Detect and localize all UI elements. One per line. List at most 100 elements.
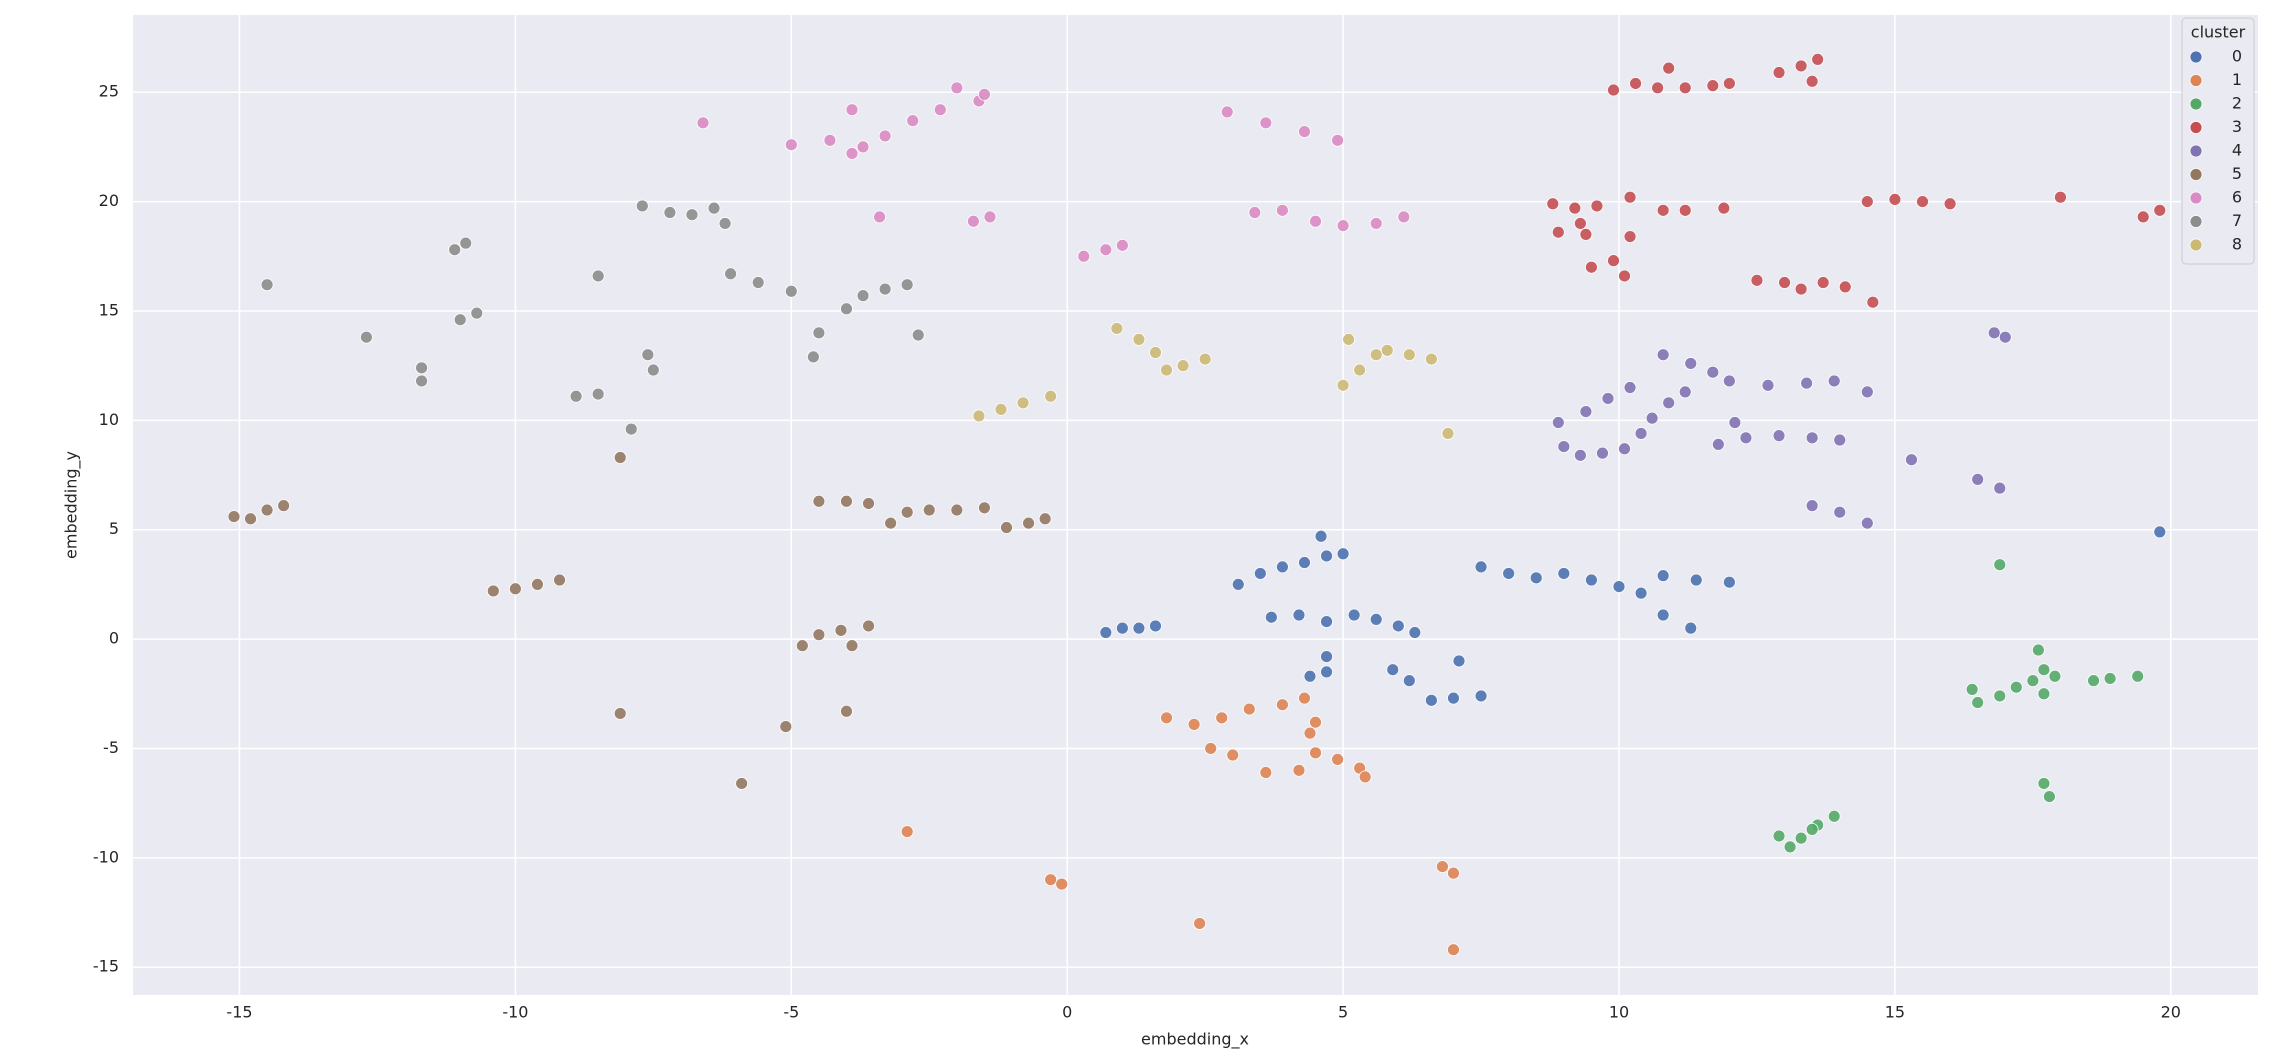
- legend-marker: [2189, 74, 2203, 87]
- point: [260, 503, 274, 517]
- point: [1204, 742, 1218, 755]
- point: [1044, 873, 1058, 887]
- legend: cluster 0 1 2 3 4 5 6 7 8: [2181, 17, 2255, 265]
- point: [1739, 431, 1753, 445]
- legend-marker: [2189, 168, 2203, 181]
- point: [1447, 943, 1460, 957]
- legend-title: cluster: [2191, 23, 2246, 42]
- point: [1160, 363, 1173, 377]
- point: [1347, 608, 1361, 622]
- point: [2103, 672, 2117, 685]
- point: [845, 147, 859, 160]
- legend-marker: [2189, 121, 2203, 134]
- y-tick-label: 25: [99, 82, 119, 101]
- legend-marker: [2189, 191, 2203, 205]
- legend-label: 5: [2232, 164, 2242, 183]
- point: [1115, 238, 1129, 252]
- point: [911, 328, 925, 342]
- point: [1794, 282, 1808, 296]
- point: [415, 361, 428, 375]
- point: [972, 409, 986, 423]
- point: [845, 103, 859, 117]
- point: [1971, 696, 1985, 709]
- point: [1794, 831, 1808, 845]
- point: [878, 129, 892, 143]
- point: [2031, 643, 2045, 657]
- point: [1176, 359, 1190, 373]
- point: [1402, 674, 1416, 688]
- point: [1662, 61, 1676, 75]
- point: [856, 289, 870, 303]
- legend-label: 3: [2232, 117, 2242, 136]
- point: [260, 278, 274, 292]
- point: [1568, 201, 1582, 215]
- point: [2087, 674, 2100, 688]
- x-tick-label: 20: [2161, 1003, 2181, 1022]
- point: [1612, 580, 1626, 593]
- point: [1987, 326, 2001, 340]
- point: [1298, 691, 1311, 705]
- point: [1298, 556, 1311, 569]
- point: [812, 494, 826, 508]
- point: [1331, 753, 1344, 766]
- point: [1833, 433, 1847, 447]
- point: [531, 578, 544, 591]
- x-axis-label: embedding_x: [1141, 1030, 1249, 1050]
- point: [1728, 416, 1742, 429]
- y-tick-label: 5: [109, 519, 119, 538]
- point: [1905, 453, 1918, 467]
- point: [983, 210, 997, 224]
- legend-marker: [2189, 144, 2203, 158]
- point: [1110, 322, 1124, 335]
- legend-label: 2: [2232, 94, 2242, 113]
- point: [1502, 567, 1516, 580]
- point: [862, 619, 875, 633]
- point: [1811, 53, 1825, 66]
- point: [1248, 206, 1262, 219]
- point: [1607, 83, 1620, 97]
- point: [696, 116, 710, 130]
- y-tick-label: 15: [99, 300, 119, 319]
- point: [862, 497, 875, 510]
- x-tick-label: -10: [502, 1003, 528, 1022]
- x-tick-label: 15: [1885, 1003, 1905, 1022]
- legend-marker: [2189, 97, 2203, 111]
- point: [1573, 448, 1587, 462]
- point: [448, 243, 462, 257]
- x-tick-label: -5: [783, 1003, 799, 1022]
- point: [906, 114, 920, 128]
- point: [635, 199, 649, 213]
- point: [2131, 669, 2145, 683]
- point: [1838, 280, 1852, 294]
- point: [1645, 411, 1659, 425]
- point: [933, 103, 947, 117]
- x-tick-label: 10: [1609, 1003, 1629, 1022]
- y-tick-label: -15: [93, 957, 119, 976]
- point: [685, 208, 699, 222]
- point: [244, 512, 257, 526]
- point: [1706, 365, 1720, 379]
- point: [1629, 77, 1642, 90]
- point: [1447, 866, 1460, 880]
- point: [1585, 573, 1598, 587]
- point: [2009, 680, 2023, 694]
- point: [1618, 269, 1631, 283]
- point: [360, 330, 373, 344]
- point: [1320, 549, 1333, 563]
- x-tick-label: 5: [1338, 1003, 1348, 1022]
- point: [1309, 214, 1322, 228]
- point: [613, 707, 627, 720]
- point: [1860, 516, 1874, 530]
- legend-marker: [2189, 215, 2203, 228]
- point: [1303, 669, 1317, 683]
- legend-label: 4: [2232, 141, 2242, 160]
- point: [2136, 210, 2150, 224]
- point: [1833, 505, 1847, 519]
- point: [1827, 374, 1841, 388]
- point: [1276, 203, 1289, 217]
- point: [1038, 512, 1052, 526]
- point: [1276, 698, 1289, 712]
- point: [795, 639, 809, 653]
- point: [1634, 427, 1648, 440]
- point: [1993, 558, 2007, 572]
